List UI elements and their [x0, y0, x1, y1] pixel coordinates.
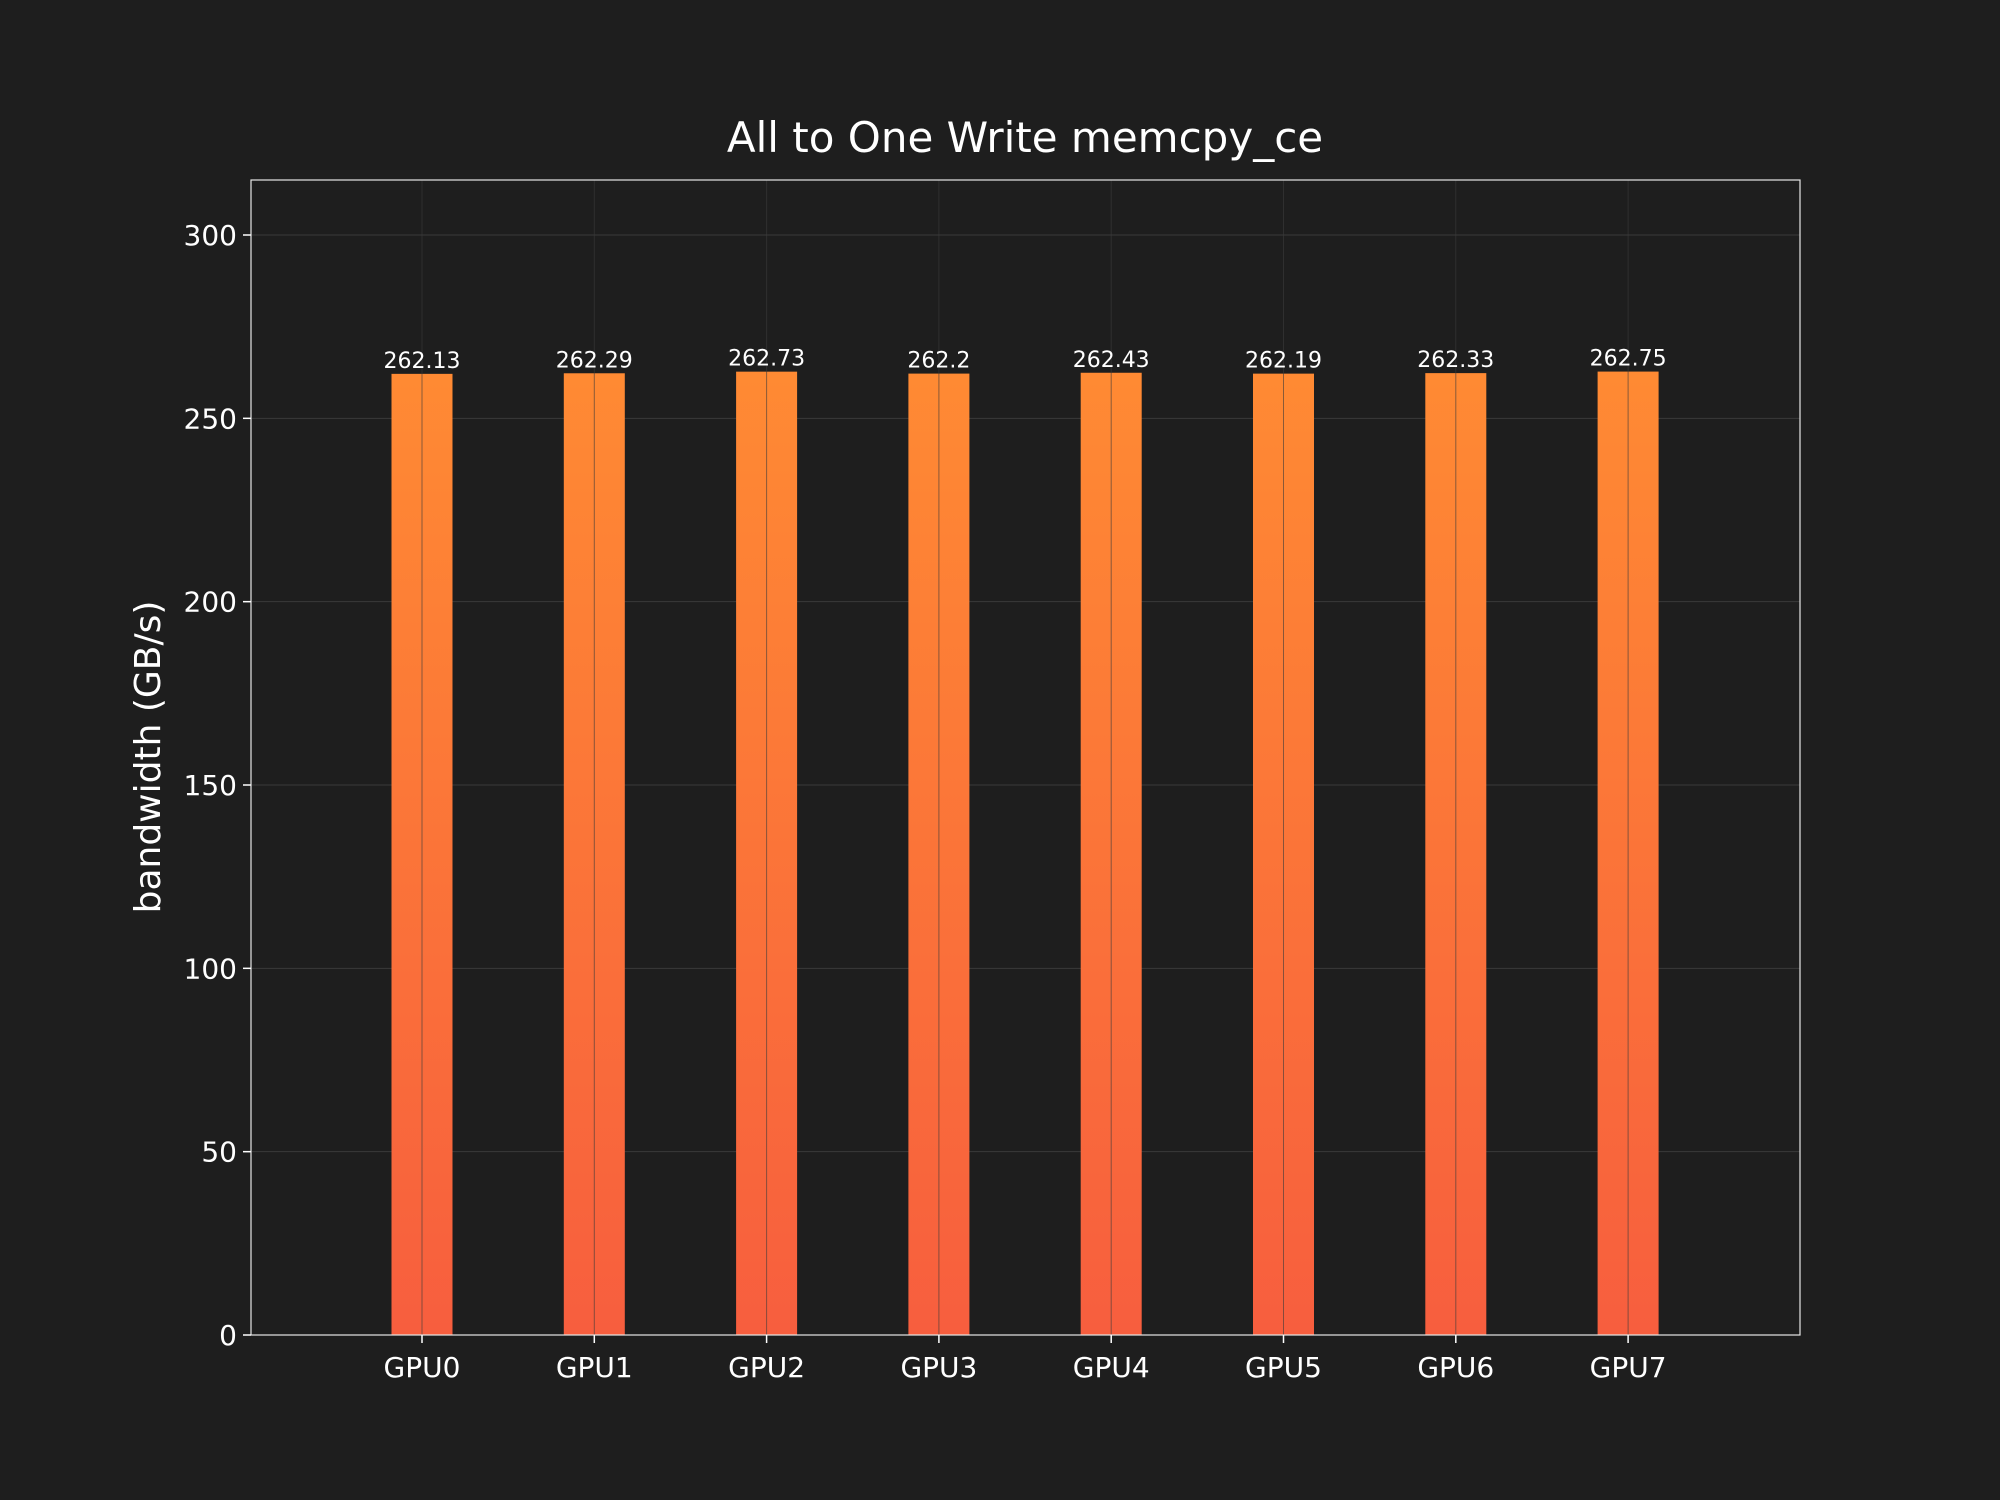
y-tick-label: 250	[184, 402, 237, 435]
bars	[391, 371, 1659, 1336]
y-tick-label: 300	[184, 219, 237, 252]
y-axis-label: bandwidth (GB/s)	[128, 601, 169, 914]
bar-value-label: 262.29	[556, 348, 633, 373]
bar-value-label: 262.43	[1073, 348, 1150, 373]
y-axis: 0 50 100 150 200 250 300	[184, 219, 251, 1352]
data-labels: 262.13 262.29 262.73 262.2 262.43 262.19 262.3…	[384, 347, 1667, 374]
y-tick-label: 100	[184, 952, 237, 985]
x-tick-label: GPU1	[556, 1351, 633, 1384]
y-tick-label: 200	[184, 586, 237, 619]
chart-title: All to One Write memcpy_ce	[727, 113, 1323, 162]
x-tick-label: GPU4	[1073, 1351, 1150, 1384]
x-axis: GPU0 GPU1 GPU2 GPU3 GPU4 GPU5 GPU6 GPU7	[384, 1335, 1667, 1384]
y-tick-label: 150	[184, 769, 237, 802]
bar-value-label: 262.19	[1245, 349, 1322, 374]
bar-value-label: 262.33	[1417, 348, 1494, 373]
x-tick-label: GPU0	[384, 1351, 461, 1384]
x-tick-label: GPU7	[1590, 1351, 1667, 1384]
grid	[251, 234, 1800, 1336]
bar-value-label: 262.73	[728, 347, 805, 372]
x-tick-label: GPU2	[728, 1351, 805, 1384]
bar-value-label: 262.75	[1590, 347, 1667, 372]
bar-value-label: 262.13	[384, 349, 461, 374]
x-tick-label: GPU5	[1245, 1351, 1322, 1384]
y-tick-label: 0	[219, 1319, 237, 1352]
x-tick-label: GPU6	[1417, 1351, 1494, 1384]
vertical-grid	[421, 180, 1629, 1335]
plot-frame	[250, 179, 1801, 1336]
y-tick-label: 50	[201, 1136, 237, 1169]
x-tick-label: GPU3	[900, 1351, 977, 1384]
bar-value-label: 262.2	[907, 349, 970, 374]
